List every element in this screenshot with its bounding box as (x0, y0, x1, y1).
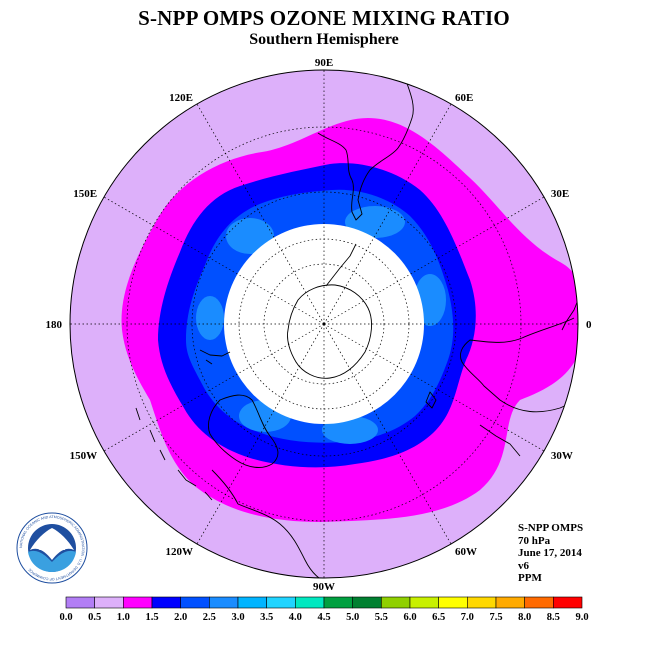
lon-label-0: 0 (586, 319, 592, 331)
lon-label-150w: 150W (70, 450, 98, 462)
south-pole-point (322, 322, 326, 326)
map-subtitle: Southern Hemisphere (249, 31, 399, 48)
noaa-logo: NOAA NATIONAL OCEANIC AND ATMOSPHERIC AD… (16, 512, 88, 584)
info-version: v6 (518, 559, 529, 572)
longitude-labels: 0 30W 60W 90W 120W 150W 180 150E 120E 90E 60E 30E (46, 57, 593, 593)
lon-label-90e: 90E (315, 57, 333, 69)
map-title: S-NPP OMPS OZONE MIXING RATIO (138, 6, 510, 30)
map-border (69, 69, 579, 579)
info-instrument: S-NPP OMPS (518, 522, 584, 534)
lon-label-30w: 30W (551, 450, 573, 462)
info-units: PPM (518, 572, 542, 584)
lon-label-120e: 120E (169, 92, 193, 104)
lon-label-180: 180 (46, 319, 63, 331)
lon-label-30e: 30E (551, 188, 569, 200)
info-pressure: 70 hPa (518, 534, 551, 547)
lon-label-150e: 150E (73, 188, 97, 200)
coastlines (135, 77, 578, 578)
lon-label-90w: 90W (313, 581, 335, 593)
info-date: June 17, 2014 (518, 547, 582, 559)
noaa-logo-text: NOAA (39, 542, 66, 552)
lon-label-120w: 120W (166, 546, 194, 558)
graticule (70, 70, 578, 578)
lon-label-60w: 60W (455, 546, 477, 558)
info-block: S-NPP OMPS 70 hPa June 17, 2014 v6 PPM (518, 522, 583, 585)
lon-label-60e: 60E (455, 92, 473, 104)
